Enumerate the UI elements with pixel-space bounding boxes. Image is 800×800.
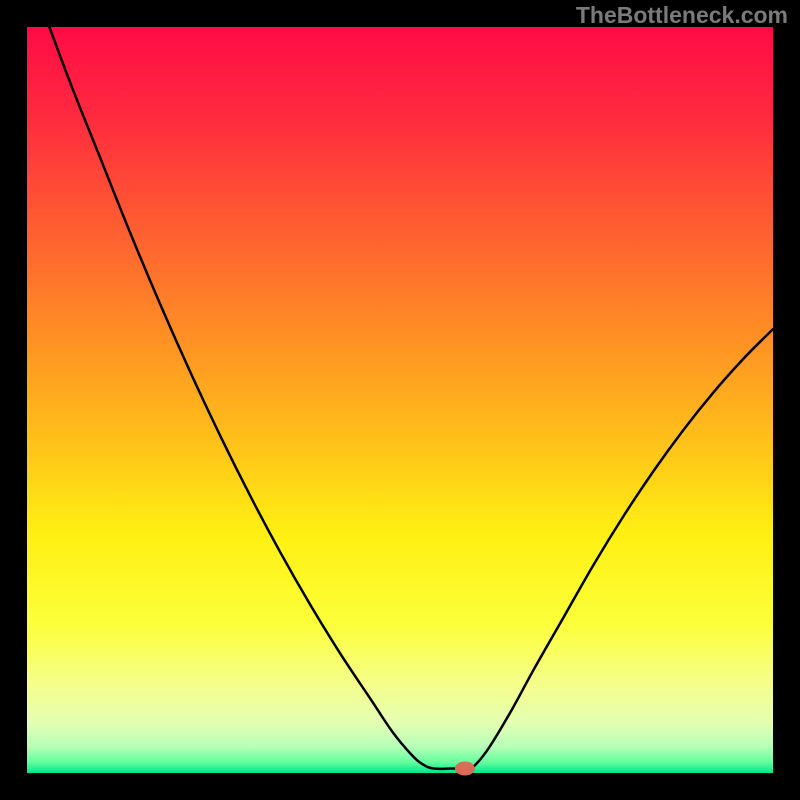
plot-background bbox=[27, 27, 773, 773]
chart-svg bbox=[0, 0, 800, 800]
optimal-point-marker bbox=[455, 762, 475, 776]
chart-stage: TheBottleneck.com bbox=[0, 0, 800, 800]
watermark-text: TheBottleneck.com bbox=[576, 2, 788, 29]
